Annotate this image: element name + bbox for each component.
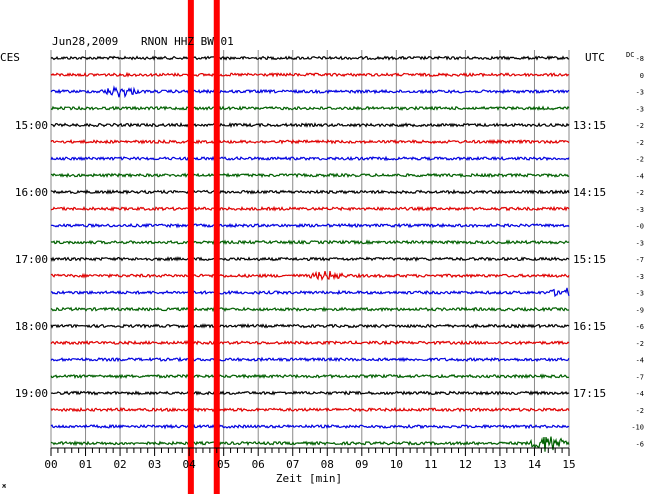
x-tick-label: 05: [217, 458, 230, 471]
trace-line: [50, 323, 570, 329]
dc-offset-label: -4: [636, 390, 644, 398]
dc-offset-label: -6: [636, 323, 644, 331]
trace-line: [50, 373, 570, 380]
trace-line: [50, 406, 570, 413]
trace-group: [50, 55, 570, 452]
left-zone-label: CES: [0, 51, 20, 64]
right-time-label: 17:15: [573, 387, 606, 400]
dc-offset-label: -10: [631, 424, 644, 432]
x-tick-label: 13: [493, 458, 506, 471]
trace-line: [50, 122, 570, 129]
trace-line: [50, 172, 570, 179]
trace-line: [50, 306, 570, 313]
dc-offset-label: -4: [636, 357, 644, 365]
x-tick-label: 15: [562, 458, 575, 471]
trace-line: [50, 105, 570, 111]
corner-mark-icon: ж: [2, 482, 7, 490]
dc-offset-label: -7: [636, 256, 644, 264]
x-tick-label: 10: [390, 458, 403, 471]
dc-offset-label: -3: [636, 273, 644, 281]
right-time-label: 16:15: [573, 320, 606, 333]
station-label: RNON HHZ BW 01: [141, 35, 234, 48]
trace-line: [50, 423, 570, 430]
trace-line: [50, 138, 570, 145]
left-time-label: 15:00: [15, 119, 48, 132]
dc-offset-label: -8: [636, 55, 644, 63]
dc-offset-label: -3: [636, 89, 644, 97]
dc-offset-label: -9: [636, 306, 644, 314]
trace-line: [50, 436, 570, 452]
right-time-label: 13:15: [573, 119, 606, 132]
trace-line: [50, 339, 570, 346]
dc-offset-label: -2: [636, 139, 644, 147]
x-tick-label: 01: [79, 458, 92, 471]
right-time-labels: 13:15 14:15 15:15 16:15 17:15: [573, 119, 606, 400]
trace-line: [50, 256, 570, 262]
left-time-label: 19:00: [15, 387, 48, 400]
dc-offset-label: -2: [636, 156, 644, 164]
minute-grid: [50, 50, 570, 448]
dc-offset-label: -0: [636, 223, 644, 231]
trace-line: [50, 55, 570, 61]
chart-date: Jun28,2009: [52, 35, 118, 48]
x-tick-label: 03: [148, 458, 161, 471]
x-tick-label: 08: [321, 458, 334, 471]
trace-line: [50, 205, 570, 212]
dc-offset-label: -2: [636, 340, 644, 348]
trace-line: [50, 390, 570, 396]
dc-offset-label: -2: [636, 407, 644, 415]
trace-line: [50, 239, 570, 246]
left-time-label: 18:00: [15, 320, 48, 333]
dc-offset-label: -2: [636, 122, 644, 130]
dc-offset-labels: -8 0 -3 -3 -2 -2 -2 -4 -2 -3 -0 -3 -7 -3 -3 -9 -6 -2 -4 -7 -…: [631, 55, 644, 448]
x-axis-label: Zeit [min]: [276, 472, 342, 485]
x-tick-label: 02: [113, 458, 126, 471]
dc-offset-label: -6: [636, 440, 644, 448]
marker-group: [187, 0, 220, 494]
right-time-label: 14:15: [573, 186, 606, 199]
x-tick-label: 00: [44, 458, 57, 471]
dc-offset-label: 0: [640, 72, 644, 80]
trace-line: [50, 270, 570, 282]
dc-offset-label: -3: [636, 239, 644, 247]
dc-label: DC: [626, 51, 634, 59]
trace-line: [50, 356, 570, 363]
trace-line: [50, 71, 570, 78]
x-tick-label: 06: [252, 458, 265, 471]
left-time-label: 17:00: [15, 253, 48, 266]
x-axis: 00 01 02 03 04 05 06 07 08 09 10 11 12 13 14 15: [44, 447, 576, 471]
x-tick-label: 09: [355, 458, 368, 471]
x-tick-label: 11: [424, 458, 437, 471]
dc-offset-label: -3: [636, 105, 644, 113]
right-zone-label: UTC: [585, 51, 605, 64]
left-time-label: 16:00: [15, 186, 48, 199]
trace-line: [51, 287, 570, 298]
x-tick-label: 14: [528, 458, 542, 471]
trace-line: [50, 155, 570, 162]
x-tick-label: 07: [286, 458, 299, 471]
left-time-labels: 15:00 16:00 17:00 18:00 19:00: [15, 119, 48, 400]
trace-line: [50, 222, 570, 229]
trace-line: [50, 188, 570, 195]
x-tick-label: 12: [459, 458, 472, 471]
dc-offset-label: -7: [636, 373, 644, 381]
x-tick-label: 04: [183, 458, 197, 471]
trace-line: [50, 85, 570, 99]
dc-offset-label: -3: [636, 290, 644, 298]
right-time-label: 15:15: [573, 253, 606, 266]
dc-offset-label: -2: [636, 189, 644, 197]
dc-offset-label: -4: [636, 172, 644, 180]
dc-offset-label: -3: [636, 206, 644, 214]
